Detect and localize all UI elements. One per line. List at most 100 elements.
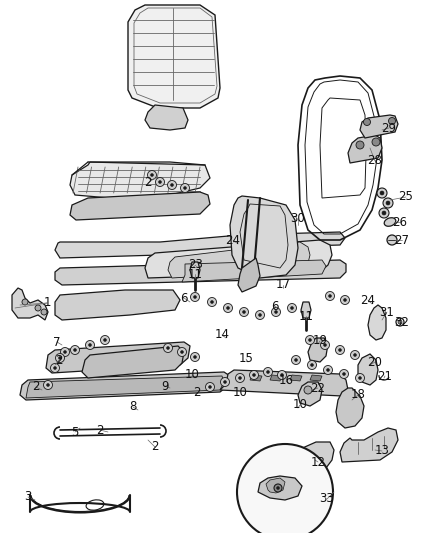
Circle shape <box>177 348 187 357</box>
Circle shape <box>276 487 279 489</box>
Circle shape <box>356 141 364 149</box>
Circle shape <box>353 353 357 357</box>
Polygon shape <box>358 354 378 385</box>
Circle shape <box>272 308 280 317</box>
Circle shape <box>275 311 278 313</box>
Circle shape <box>339 349 342 351</box>
Circle shape <box>237 444 333 533</box>
Text: 2: 2 <box>151 440 159 454</box>
Text: 3: 3 <box>25 490 32 504</box>
Text: 18: 18 <box>350 389 365 401</box>
Text: 6: 6 <box>180 292 188 304</box>
Circle shape <box>88 343 92 346</box>
Polygon shape <box>290 375 302 381</box>
Circle shape <box>56 353 64 362</box>
Text: 23: 23 <box>189 259 203 271</box>
Polygon shape <box>20 372 230 400</box>
Text: 8: 8 <box>129 400 137 414</box>
Circle shape <box>74 349 77 351</box>
Circle shape <box>50 364 60 373</box>
Polygon shape <box>168 242 310 278</box>
Polygon shape <box>348 135 382 163</box>
Text: 24: 24 <box>226 233 240 246</box>
Circle shape <box>151 174 153 176</box>
Circle shape <box>22 299 28 305</box>
Circle shape <box>294 359 297 361</box>
Text: 10: 10 <box>293 399 307 411</box>
Polygon shape <box>12 288 48 320</box>
Circle shape <box>380 191 384 195</box>
Circle shape <box>46 384 49 386</box>
Text: 17: 17 <box>276 279 290 292</box>
Polygon shape <box>55 232 345 258</box>
Text: 32: 32 <box>395 317 410 329</box>
Text: 15: 15 <box>239 352 254 366</box>
Polygon shape <box>336 388 364 428</box>
Polygon shape <box>46 342 190 373</box>
Circle shape <box>208 297 216 306</box>
Text: 29: 29 <box>381 122 396 134</box>
Circle shape <box>304 386 312 394</box>
Text: 30: 30 <box>291 213 305 225</box>
Polygon shape <box>340 428 398 462</box>
Circle shape <box>382 211 386 215</box>
Circle shape <box>325 292 335 301</box>
Polygon shape <box>301 302 311 318</box>
Polygon shape <box>182 260 326 282</box>
Polygon shape <box>145 240 332 278</box>
Text: 19: 19 <box>312 335 328 348</box>
Text: 24: 24 <box>360 294 375 306</box>
Circle shape <box>364 118 371 125</box>
Circle shape <box>71 345 80 354</box>
Polygon shape <box>55 260 346 285</box>
Polygon shape <box>258 476 302 500</box>
Polygon shape <box>190 262 200 278</box>
Circle shape <box>287 303 297 312</box>
Text: 2: 2 <box>32 381 40 393</box>
Circle shape <box>205 383 215 392</box>
Text: 6: 6 <box>271 300 279 312</box>
Polygon shape <box>266 478 285 493</box>
Text: 5: 5 <box>71 425 79 439</box>
Circle shape <box>240 308 248 317</box>
Circle shape <box>180 351 184 353</box>
Polygon shape <box>82 346 184 378</box>
Text: 33: 33 <box>320 492 334 505</box>
Circle shape <box>220 377 230 386</box>
Circle shape <box>372 138 380 146</box>
Circle shape <box>155 177 165 187</box>
Circle shape <box>379 208 389 218</box>
Circle shape <box>252 374 255 376</box>
Polygon shape <box>238 258 260 292</box>
Text: 20: 20 <box>367 356 382 368</box>
Circle shape <box>53 367 57 369</box>
Circle shape <box>191 293 199 302</box>
Polygon shape <box>310 375 322 381</box>
Text: 1: 1 <box>43 296 51 310</box>
Circle shape <box>389 117 396 125</box>
Circle shape <box>311 364 314 367</box>
Polygon shape <box>230 196 298 278</box>
Circle shape <box>41 309 47 315</box>
Text: 13: 13 <box>374 445 389 457</box>
Circle shape <box>326 368 329 372</box>
Polygon shape <box>128 5 220 108</box>
Polygon shape <box>145 105 188 130</box>
Circle shape <box>340 295 350 304</box>
Circle shape <box>343 373 346 376</box>
Polygon shape <box>298 382 322 406</box>
Polygon shape <box>288 442 334 473</box>
Circle shape <box>280 374 283 376</box>
Polygon shape <box>70 162 210 198</box>
Circle shape <box>321 341 329 350</box>
Circle shape <box>386 201 390 205</box>
Circle shape <box>328 295 332 297</box>
Circle shape <box>167 181 177 190</box>
Circle shape <box>236 374 244 383</box>
Circle shape <box>60 348 70 357</box>
Text: 10: 10 <box>233 385 247 399</box>
Text: 2: 2 <box>193 386 201 400</box>
Circle shape <box>223 303 233 312</box>
Circle shape <box>239 376 241 379</box>
Ellipse shape <box>384 217 396 227</box>
